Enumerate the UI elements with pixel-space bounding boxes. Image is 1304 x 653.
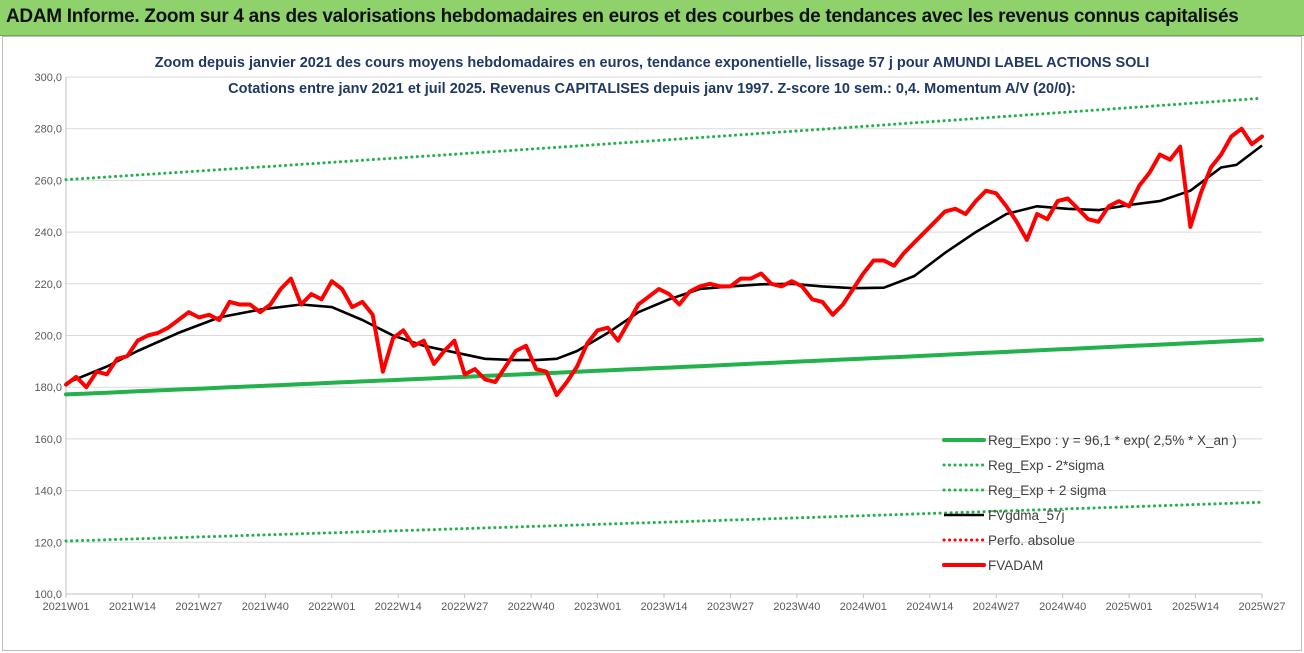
series-line-1 [64,500,1264,543]
y-tick-label: 140,0 [34,486,62,498]
x-tick-label: 2022W01 [308,601,355,613]
x-tick-label: 2025W14 [1172,601,1219,613]
x-tick-label: 2021W01 [42,601,89,613]
series-layer [64,96,1264,543]
y-tick-label: 300,0 [34,72,62,84]
x-tick-label: 2023W27 [707,601,754,613]
series-line-5 [64,126,1264,397]
legend-label: Reg_Exp - 2*sigma [988,458,1105,473]
x-tick-label: 2021W40 [242,601,289,613]
chart-title-line2: Cotations entre janv 2021 et juil 2025. … [228,81,1076,97]
legend-label: FVADAM [988,558,1043,573]
x-tick-label: 2022W27 [441,601,488,613]
y-tick-label: 260,0 [34,175,62,187]
y-axis: 100,0 120,0 140,0 160,0 180,0 200,0 220,0 240,0… [34,72,67,601]
series-line-2 [64,96,1264,182]
x-axis: 2021W01 2021W14 2021W27 2021W40 2022W01 2022W… [42,593,1286,613]
x-tick-label: 2024W27 [973,601,1020,613]
x-tick-label: 2023W14 [640,601,687,613]
chart-frame [2,36,1302,651]
x-tick-label: 2025W27 [1238,601,1285,613]
page-title: ADAM Informe. Zoom sur 4 ans des valoris… [6,6,1239,27]
x-tick-label: 2025W01 [1106,601,1153,613]
x-tick-label: 2024W01 [840,601,887,613]
x-tick-label: 2022W14 [375,601,422,613]
y-tick-label: 240,0 [34,227,62,239]
x-tick-label: 2022W40 [508,601,555,613]
legend-label: FVgdma_57j [988,508,1065,523]
y-tick-label: 180,0 [34,382,62,394]
x-tick-label: 2023W40 [773,601,820,613]
chart-title-line1: Zoom depuis janvier 2021 des cours moyen… [155,55,1150,71]
x-tick-label: 2021W27 [175,601,222,613]
series-line-3 [65,144,1263,385]
series-line-0 [64,337,1264,397]
y-tick-label: 100,0 [34,589,62,601]
header-bar: ADAM Informe. Zoom sur 4 ans des valoris… [0,0,1304,36]
x-tick-label: 2021W14 [109,601,156,613]
x-tick-label: 2023W01 [574,601,621,613]
x-tick-label: 2024W14 [906,601,953,613]
y-tick-label: 280,0 [34,124,62,136]
legend-label: Reg_Expo : y = 96,1 * exp( 2,5% * X_an ) [988,433,1237,448]
y-tick-label: 220,0 [34,279,62,291]
grid [66,76,1262,595]
y-tick-label: 200,0 [34,331,62,343]
legend-label: Perfo. absolue [988,533,1075,548]
legend: Reg_Expo : y = 96,1 * exp( 2,5% * X_an )… [942,433,1237,573]
y-tick-label: 120,0 [34,537,62,549]
legend-label: Reg_Exp + 2 sigma [988,483,1107,498]
y-tick-label: 160,0 [34,434,62,446]
x-tick-label: 2024W40 [1039,601,1086,613]
